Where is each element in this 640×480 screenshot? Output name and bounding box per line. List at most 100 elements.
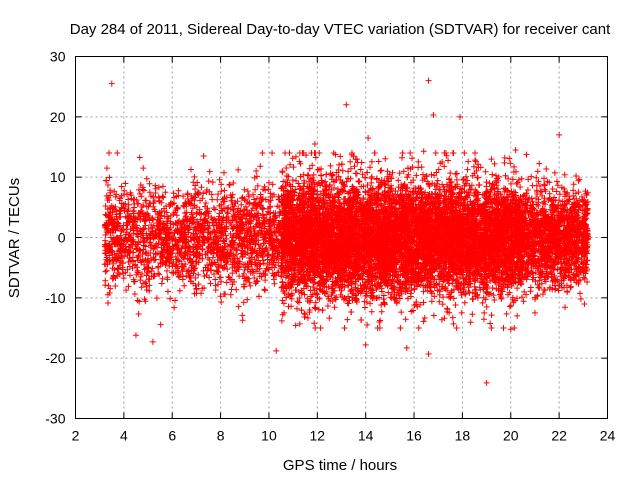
chart-title: Day 284 of 2011, Sidereal Day-to-day VTE… [70, 21, 611, 38]
data-point [331, 304, 338, 311]
data-point [120, 275, 127, 282]
data-point [210, 204, 217, 211]
data-point [158, 280, 165, 287]
data-point [418, 164, 425, 171]
data-point [143, 197, 150, 204]
data-point [114, 150, 121, 157]
data-point [175, 273, 182, 280]
data-point [218, 278, 225, 285]
data-point [341, 325, 348, 331]
data-point [125, 258, 132, 265]
data-point [244, 188, 251, 195]
data-point [162, 189, 169, 196]
data-point [122, 180, 129, 187]
data-point [265, 186, 272, 193]
data-point [202, 200, 209, 207]
data-point [358, 159, 365, 166]
data-point [221, 195, 228, 202]
data-point [251, 196, 258, 203]
data-point [279, 278, 286, 285]
data-point [288, 295, 295, 302]
data-point [262, 277, 269, 284]
data-point [153, 295, 160, 302]
data-point [260, 260, 267, 267]
data-point [211, 206, 218, 213]
data-point [402, 316, 409, 323]
data-point [304, 314, 311, 321]
data-point [407, 150, 414, 157]
data-point [415, 325, 422, 331]
data-points [101, 77, 592, 386]
data-point [228, 286, 235, 293]
data-point [296, 150, 303, 157]
data-point [367, 164, 374, 171]
data-point [111, 266, 118, 273]
data-point [301, 310, 308, 317]
data-point [311, 320, 318, 327]
data-point [261, 286, 268, 293]
data-point [253, 167, 260, 174]
data-point [131, 291, 138, 298]
data-point [146, 189, 153, 196]
data-point [102, 277, 109, 284]
data-point [317, 325, 324, 331]
data-point [191, 173, 198, 180]
data-point [181, 282, 188, 289]
data-point [244, 296, 251, 303]
data-point [353, 170, 360, 177]
data-point [399, 154, 406, 161]
data-point [140, 187, 147, 194]
data-point [344, 316, 351, 323]
data-point [138, 284, 145, 291]
data-point [198, 290, 205, 297]
data-point [143, 283, 150, 290]
data-point [159, 183, 166, 190]
data-point [259, 150, 266, 157]
data-point [195, 271, 202, 278]
data-point [254, 182, 261, 189]
data-point [235, 303, 242, 310]
data-point [218, 188, 225, 195]
data-point [260, 205, 267, 212]
data-point [206, 168, 213, 175]
data-point [247, 282, 254, 289]
data-point [377, 317, 384, 324]
data-point [415, 158, 422, 165]
data-point [184, 190, 191, 197]
data-point [105, 300, 112, 307]
data-point [230, 234, 237, 241]
data-point [262, 287, 269, 294]
data-point [136, 298, 143, 305]
data-point [123, 191, 130, 198]
data-point [106, 150, 113, 157]
data-point [364, 321, 371, 328]
data-point [205, 178, 212, 185]
data-point [193, 210, 200, 217]
data-point [285, 173, 292, 180]
data-point [289, 155, 296, 162]
data-point [159, 275, 166, 282]
data-point [266, 179, 273, 186]
data-point [171, 304, 178, 311]
data-point [134, 297, 141, 304]
data-point [278, 317, 285, 324]
data-point [214, 196, 221, 203]
data-point [361, 304, 368, 311]
data-point [186, 273, 193, 280]
data-point [218, 299, 225, 306]
data-point [224, 209, 231, 216]
data-point [271, 280, 278, 287]
data-point [144, 269, 151, 276]
data-point [257, 163, 264, 170]
data-point [104, 181, 111, 188]
data-point [347, 158, 354, 165]
data-point [102, 268, 109, 275]
data-point [235, 166, 242, 173]
data-point [226, 181, 233, 188]
data-point [260, 257, 267, 264]
data-point [269, 150, 276, 157]
data-point [255, 293, 262, 300]
data-point [378, 167, 385, 174]
data-point [136, 154, 143, 161]
data-point [232, 267, 239, 274]
